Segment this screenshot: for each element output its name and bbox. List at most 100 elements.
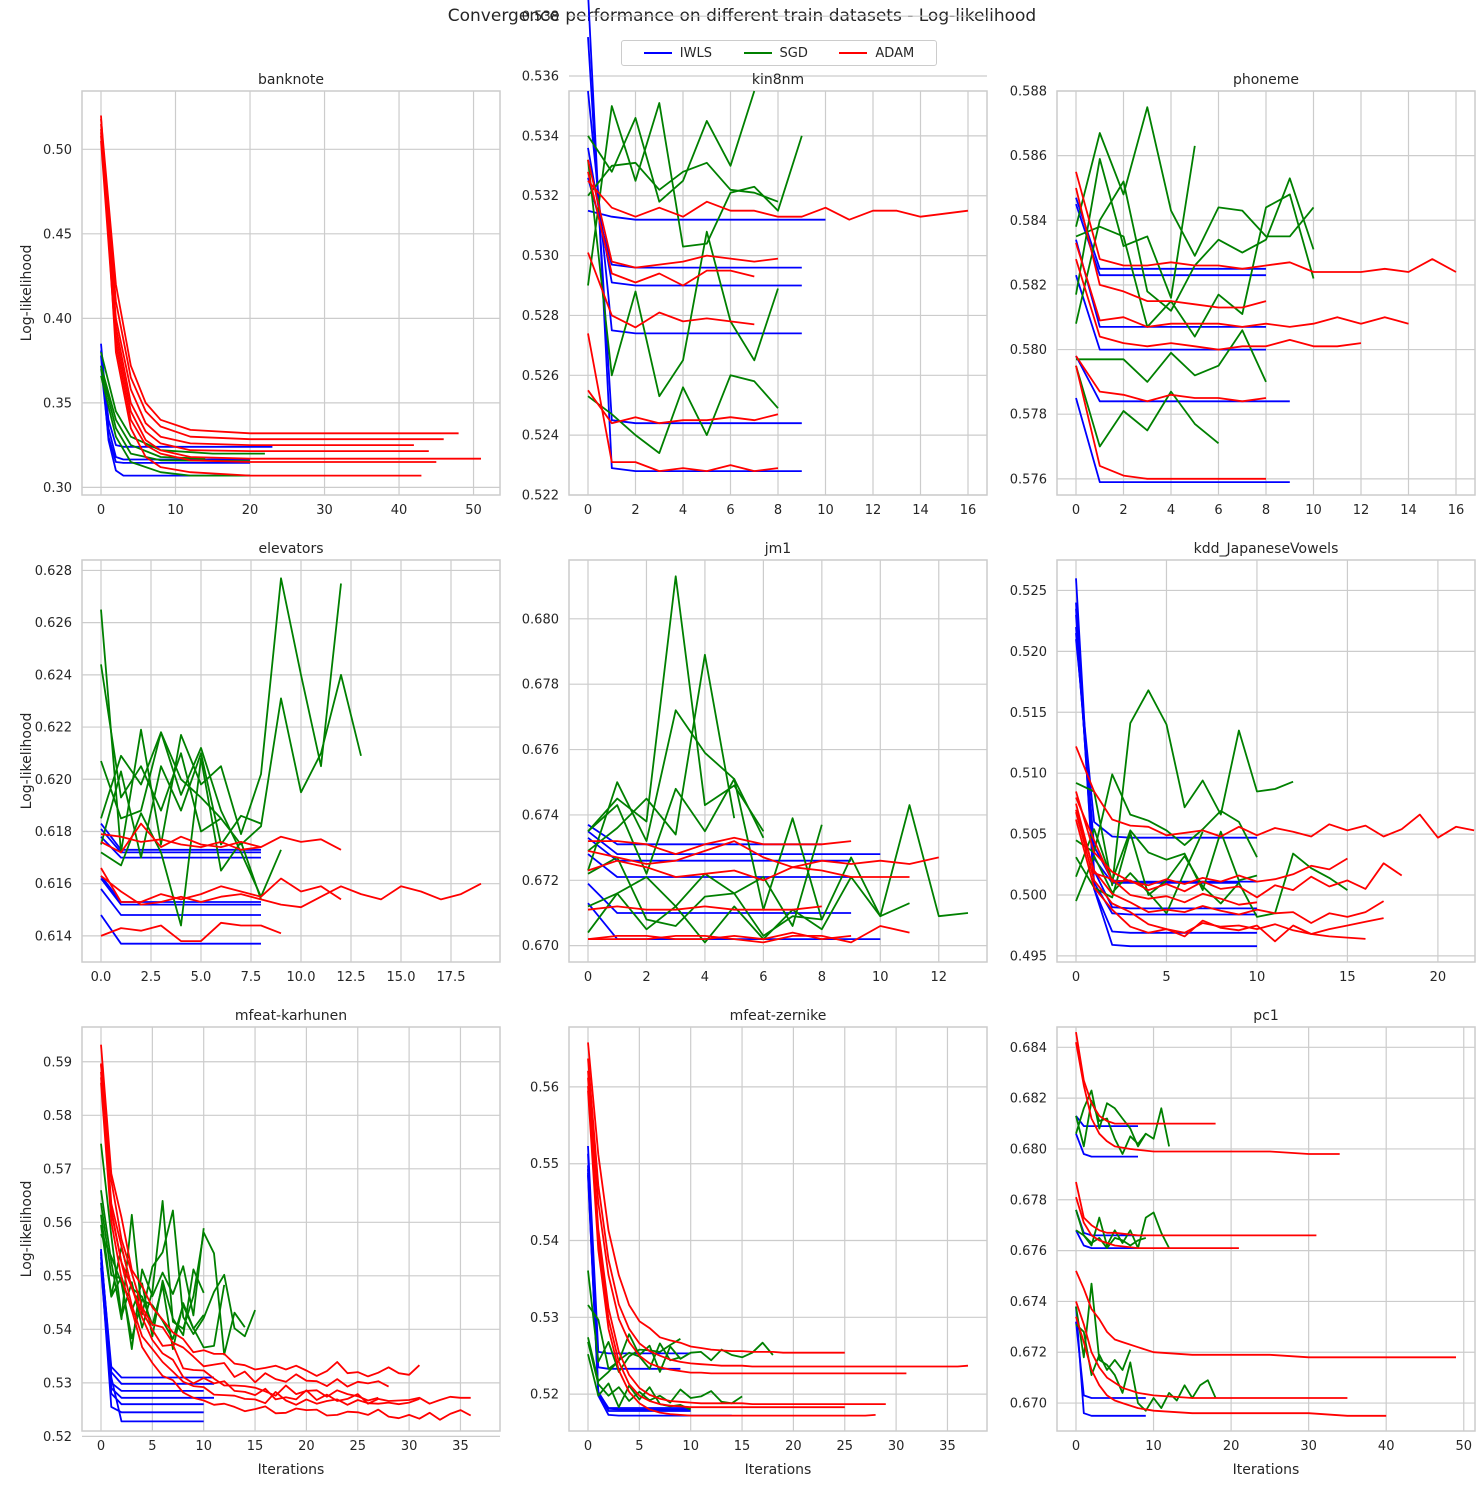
- series-line-adam: [100, 875, 482, 909]
- subplot-elevators: 0.0 2.5 5.0 7.5 10.0 12.5 15.0 17.5 0.614 0.616 0.…: [19, 541, 501, 985]
- series-line-sgd: [1075, 365, 1220, 448]
- x-tick-label: 14: [912, 503, 929, 518]
- subplot-title: pc1: [1253, 1008, 1279, 1024]
- series-line-adam: [100, 833, 342, 851]
- y-tick-label: 0.584: [1010, 214, 1047, 229]
- series-line-sgd: [1075, 1209, 1147, 1249]
- x-tick-label: 5: [635, 1439, 643, 1454]
- plot-frame: [568, 90, 988, 496]
- x-tick-label: 0: [584, 503, 592, 518]
- y-tick-label: 0.530: [522, 249, 559, 264]
- x-tick-label: 50: [465, 503, 482, 518]
- x-tick-label: 10: [167, 503, 184, 518]
- y-tick-label: 0.53: [43, 1376, 72, 1391]
- y-tick-label: 0.510: [1010, 767, 1047, 782]
- plot-frame: [81, 1026, 501, 1432]
- series-line-adam: [1075, 791, 1348, 887]
- x-tick-label: 10: [195, 1439, 212, 1454]
- x-tick-label: 15: [1339, 970, 1356, 985]
- x-tick-label: 2: [631, 503, 639, 518]
- y-tick-label: 0.532: [522, 189, 559, 204]
- subplot-jm1: 0 2 4 6 8 10 12 0.670 0.672 0.674 0.676 0.678 0.680 j…: [522, 541, 988, 985]
- x-tick-label: 10.0: [287, 970, 316, 985]
- series-line-iwls: [587, 177, 802, 269]
- y-tick-label: 0.524: [522, 429, 559, 444]
- subplot-mfeat-zernike: 0 5 10 15 20 25 30 35 0.52 0.53 0.54 0.55 0.56 mfeat-…: [530, 1008, 988, 1478]
- y-tick-label: 0.620: [35, 773, 72, 788]
- x-tick-label: 35: [939, 1439, 956, 1454]
- x-tick-label: 25: [349, 1439, 366, 1454]
- x-tick-label: 10: [682, 1439, 699, 1454]
- x-tick-label: 20: [1430, 970, 1447, 985]
- series-line-sgd: [587, 90, 756, 203]
- series-line-adam: [587, 905, 822, 911]
- y-tick-label: 0.676: [1010, 1244, 1047, 1259]
- series-line-adam: [100, 1064, 379, 1402]
- y-tick-label: 0.670: [1010, 1397, 1047, 1412]
- y-tick-label: 0.53: [530, 1311, 559, 1326]
- x-tick-label: 2: [1119, 503, 1127, 518]
- y-tick-label: 0.538: [522, 10, 559, 25]
- x-tick-label: 14: [1400, 503, 1417, 518]
- series-line-adam: [100, 822, 262, 854]
- subplot-title: elevators: [258, 541, 323, 557]
- series-line-adam: [100, 1077, 420, 1406]
- x-tick-label: 2.5: [141, 970, 162, 985]
- x-tick-label: 0: [1072, 503, 1080, 518]
- series-line-iwls: [100, 875, 261, 903]
- legend-label-iwls: IWLS: [679, 45, 712, 61]
- x-tick-label: 12: [930, 970, 947, 985]
- legend-swatch-iwls: [643, 52, 672, 54]
- series-line-sgd: [587, 575, 765, 832]
- series-line-adam: [100, 1044, 421, 1378]
- y-tick-label: 0.682: [1010, 1092, 1047, 1107]
- series-line-adam: [100, 135, 481, 460]
- plot-frame: [81, 90, 501, 496]
- y-tick-label: 0.30: [43, 481, 72, 496]
- series-line-iwls: [1075, 1133, 1138, 1158]
- x-tick-label: 0: [584, 970, 592, 985]
- series-line-adam: [1075, 187, 1267, 309]
- x-tick-label: 4: [1167, 503, 1175, 518]
- subplot-mfeat-karhunen: 0 5 10 15 20 25 30 35 0.52 0.53 0.54 0.55 0.56 0.57 0.…: [19, 1008, 501, 1478]
- series-line-adam: [1075, 171, 1457, 273]
- x-tick-label: 8: [818, 970, 826, 985]
- y-tick-label: 0.52: [43, 1430, 72, 1445]
- series-line-adam: [100, 115, 422, 477]
- series-line-adam: [587, 159, 779, 269]
- series-line-sgd: [1075, 1099, 1147, 1155]
- x-tick-label: 5: [148, 1439, 156, 1454]
- series-line-sgd: [1075, 689, 1294, 887]
- series-line-iwls: [100, 350, 273, 448]
- plot-frame: [1056, 90, 1476, 496]
- x-tick-label: 6: [1214, 503, 1222, 518]
- y-tick-label: 0.614: [35, 929, 72, 944]
- series-line-iwls: [587, 147, 802, 287]
- series-line-adam: [588, 925, 910, 944]
- series-line-iwls: [100, 914, 261, 945]
- y-tick-label: 0.678: [1010, 1193, 1047, 1208]
- x-axis-label: Iterations: [258, 1462, 325, 1478]
- series-line-sgd: [587, 102, 803, 286]
- y-tick-label: 0.45: [43, 227, 72, 242]
- subplot-title: mfeat-karhunen: [235, 1008, 347, 1024]
- y-tick-label: 0.674: [1010, 1295, 1047, 1310]
- y-tick-label: 0.676: [522, 743, 559, 758]
- series-line-iwls: [1075, 1229, 1138, 1249]
- y-tick-label: 0.622: [35, 721, 72, 736]
- y-tick-label: 0.626: [35, 616, 72, 631]
- x-tick-label: 8: [1262, 503, 1270, 518]
- series-line-adam: [587, 180, 969, 221]
- series-line-iwls: [1075, 639, 1257, 839]
- series-line-adam: [100, 140, 437, 463]
- y-tick-label: 0.616: [35, 877, 72, 892]
- series-line-sgd: [100, 731, 222, 820]
- y-tick-label: 0.522: [522, 489, 559, 504]
- series-line-iwls: [100, 888, 261, 916]
- y-tick-label: 0.500: [1010, 889, 1047, 904]
- legend-swatch-adam: [839, 52, 868, 54]
- x-tick-label: 17.5: [437, 970, 466, 985]
- x-tick-label: 12: [1353, 503, 1370, 518]
- x-tick-label: 35: [452, 1439, 469, 1454]
